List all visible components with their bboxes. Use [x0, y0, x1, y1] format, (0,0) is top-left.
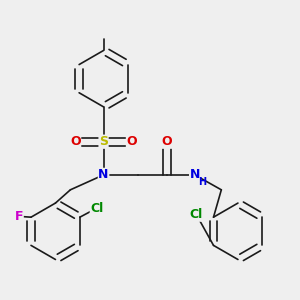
Text: O: O	[126, 135, 137, 148]
Text: O: O	[161, 135, 172, 148]
Text: O: O	[70, 135, 81, 148]
Text: Cl: Cl	[90, 202, 104, 214]
Text: S: S	[99, 135, 108, 148]
Text: N: N	[98, 168, 109, 182]
Text: H: H	[198, 177, 206, 187]
Text: Cl: Cl	[190, 208, 203, 221]
Text: F: F	[15, 210, 23, 223]
Text: N: N	[190, 168, 200, 182]
